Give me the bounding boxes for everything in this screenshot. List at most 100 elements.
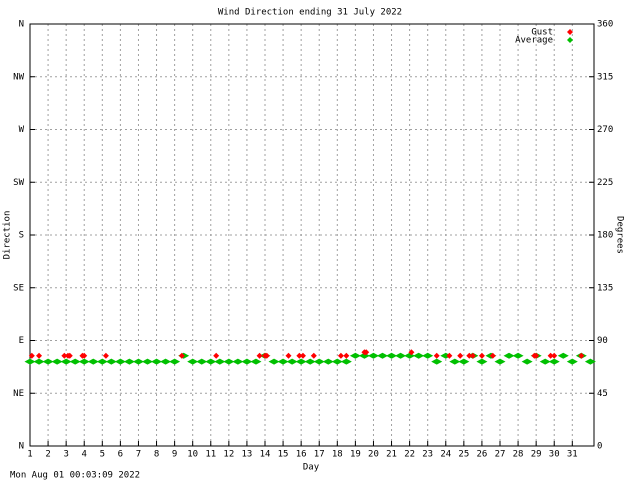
- point: [431, 358, 443, 365]
- point: [196, 358, 208, 365]
- y-tick-label: W: [19, 125, 25, 135]
- point: [310, 352, 317, 359]
- y2-tick-label: 0: [597, 442, 602, 452]
- x-tick-label: 25: [458, 450, 469, 460]
- point: [33, 358, 45, 365]
- point: [66, 352, 73, 359]
- x-tick-label: 11: [205, 450, 216, 460]
- point: [299, 352, 306, 359]
- y-tick-label: SW: [13, 178, 24, 188]
- x-tick-label: 7: [136, 450, 141, 460]
- point: [337, 352, 344, 359]
- point: [521, 358, 533, 365]
- point: [489, 352, 496, 359]
- point: [87, 358, 99, 365]
- x-tick-label: 8: [154, 450, 159, 460]
- x-tick-label: 5: [100, 450, 105, 460]
- legend-label: Gust: [531, 28, 553, 38]
- point: [223, 358, 235, 365]
- x-tick-label: 26: [477, 450, 488, 460]
- y2-tick-label: 135: [597, 283, 613, 293]
- x-tick-label: 28: [513, 450, 524, 460]
- point: [205, 358, 217, 365]
- point: [250, 358, 262, 365]
- point: [304, 358, 316, 365]
- point: [78, 358, 90, 365]
- point: [151, 358, 163, 365]
- x-tick-label: 1: [27, 450, 32, 460]
- point: [578, 352, 585, 359]
- y-tick-label: S: [19, 231, 24, 241]
- x-tick-label: 23: [422, 450, 433, 460]
- legend-marker: [567, 37, 573, 43]
- point: [478, 352, 485, 359]
- plot-border: [29, 23, 595, 447]
- point: [241, 358, 253, 365]
- point: [547, 352, 554, 359]
- point: [340, 358, 352, 365]
- x-tick-label: 2: [45, 450, 50, 460]
- y-tick-label: NE: [13, 389, 24, 399]
- x-tick-label: 18: [332, 450, 343, 460]
- y-axis-label: Direction: [3, 211, 13, 260]
- y2-tick-label: 90: [597, 336, 608, 346]
- point: [551, 352, 558, 359]
- point: [349, 352, 361, 359]
- x-tick-label: 16: [296, 450, 307, 460]
- point: [469, 352, 476, 359]
- point: [61, 352, 68, 359]
- y-tick-label: N: [19, 442, 24, 452]
- point: [114, 358, 126, 365]
- point: [123, 358, 135, 365]
- x-tick-label: 29: [531, 450, 542, 460]
- point: [96, 358, 108, 365]
- point: [386, 352, 398, 359]
- legend-label: Average: [515, 36, 553, 46]
- point: [548, 358, 560, 365]
- point: [36, 352, 43, 359]
- point: [169, 358, 181, 365]
- x-tick-label: 12: [223, 450, 234, 460]
- x-tick-label: 13: [242, 450, 253, 460]
- y2-tick-label: 270: [597, 125, 613, 135]
- point: [367, 352, 379, 359]
- point: [277, 358, 289, 365]
- point: [533, 352, 540, 359]
- point: [187, 358, 199, 365]
- point: [42, 358, 54, 365]
- x-tick-label: 24: [440, 450, 451, 460]
- x-tick-label: 3: [63, 450, 68, 460]
- x-tick-label: 6: [118, 450, 123, 460]
- point: [433, 352, 440, 359]
- x-tick-label: 21: [386, 450, 397, 460]
- point: [395, 352, 407, 359]
- point: [296, 352, 303, 359]
- x-tick-label: 27: [495, 450, 506, 460]
- point: [446, 352, 453, 359]
- point: [214, 358, 226, 365]
- point: [377, 352, 388, 359]
- timestamp: Mon Aug 01 00:03:09 2022: [10, 471, 140, 480]
- point: [476, 358, 488, 365]
- y2-tick-label: 360: [597, 20, 613, 30]
- point: [102, 352, 109, 359]
- point: [24, 358, 36, 365]
- point: [363, 349, 370, 356]
- y-tick-label: N: [19, 20, 24, 30]
- point: [494, 358, 506, 365]
- point: [28, 352, 35, 359]
- point: [232, 358, 244, 365]
- legend-marker: [567, 29, 573, 35]
- point: [263, 352, 270, 359]
- point: [457, 352, 464, 359]
- x-tick-label: 19: [350, 450, 361, 460]
- x-tick-label: 17: [314, 450, 325, 460]
- x-axis-label: Day: [303, 463, 320, 473]
- point: [285, 352, 292, 359]
- x-tick-label: 31: [567, 450, 578, 460]
- y2-tick-label: 45: [597, 389, 608, 399]
- point: [449, 358, 461, 365]
- point: [466, 352, 473, 359]
- point: [539, 358, 551, 365]
